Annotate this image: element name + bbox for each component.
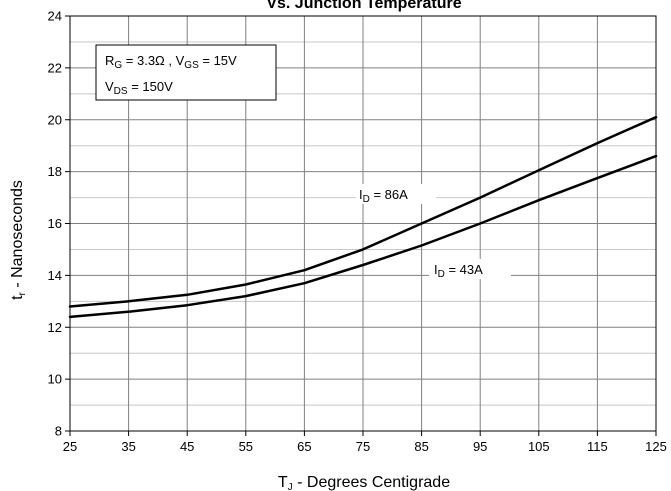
x-tick-label: 85 bbox=[414, 439, 428, 454]
y-axis-title: tr - Nanoseconds bbox=[9, 180, 28, 300]
conditions-box: RG = 3.3Ω , VGS = 15V VDS = 150V bbox=[95, 44, 277, 101]
series-line-43a bbox=[68, 154, 658, 319]
y-tick-label: 22 bbox=[48, 60, 62, 75]
conditions-box-frame bbox=[95, 44, 277, 101]
conditions-line-2: VDS = 150V bbox=[105, 79, 173, 97]
x-tick-label: 105 bbox=[528, 439, 550, 454]
series-label-43a: ID = 43A bbox=[429, 259, 511, 280]
y-tick-label: 8 bbox=[55, 424, 62, 439]
y-tick-label: 14 bbox=[48, 268, 62, 283]
conditions-line-1: RG = 3.3Ω , VGS = 15V bbox=[105, 53, 237, 71]
y-tick-label: 18 bbox=[48, 164, 62, 179]
x-tick-label: 95 bbox=[473, 439, 487, 454]
x-axis: 25 35 45 55 65 75 85 95 105 115 125 bbox=[63, 431, 667, 454]
x-tick-label: 65 bbox=[297, 439, 311, 454]
x-tick-label: 25 bbox=[63, 439, 77, 454]
y-axis: 8 10 12 14 16 18 20 22 24 bbox=[48, 9, 70, 439]
x-tick-label: 35 bbox=[121, 439, 135, 454]
x-tick-label: 75 bbox=[356, 439, 370, 454]
y-tick-label: 20 bbox=[48, 112, 62, 127]
x-axis-title: TJ - Degrees Centigrade bbox=[278, 474, 450, 491]
x-tick-label: 45 bbox=[180, 439, 194, 454]
x-tick-label: 115 bbox=[587, 439, 608, 454]
y-tick-label: 12 bbox=[48, 320, 62, 335]
x-tick-label: 55 bbox=[239, 439, 253, 454]
chart-title: Vs. Junction Temperature bbox=[266, 0, 461, 12]
series-lines bbox=[68, 115, 658, 319]
y-tick-label: 24 bbox=[48, 9, 62, 24]
y-tick-label: 10 bbox=[48, 372, 62, 387]
x-tick-label: 125 bbox=[645, 439, 667, 454]
series-label-43a-text: ID = 43A bbox=[434, 262, 483, 280]
series-label-86a: ID = 86A bbox=[356, 184, 436, 205]
series-label-86a-text: ID = 86A bbox=[359, 187, 408, 205]
y-tick-label: 16 bbox=[48, 216, 62, 231]
series-line-86a bbox=[68, 115, 658, 308]
